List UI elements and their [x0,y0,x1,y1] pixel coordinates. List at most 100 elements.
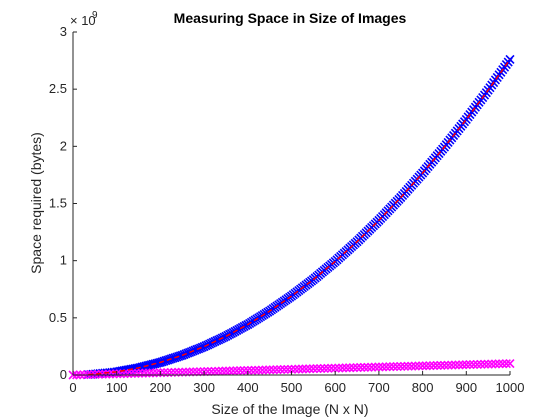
data-marker [206,366,216,376]
data-marker [257,365,267,375]
data-marker [133,368,144,378]
x-tick-label: 400 [237,380,259,395]
data-marker [432,360,442,371]
data-marker [367,362,377,372]
data-marker [363,362,373,372]
data-marker [225,366,235,376]
y-tick-label: 2 [60,138,67,153]
data-marker [454,360,464,370]
data-marker [141,368,151,378]
data-marker [334,363,344,373]
data-marker [239,365,249,376]
data-marker [323,363,333,373]
data-marker [374,362,384,372]
data-marker [403,361,413,371]
data-marker [305,364,315,374]
y-exponent-power: 9 [92,10,98,21]
data-marker [337,363,348,373]
data-marker [494,359,504,369]
data-marker [501,359,511,369]
data-marker [316,363,326,374]
series-1 [83,54,515,380]
x-tick-label: 100 [106,380,128,395]
data-marker [421,361,431,371]
data-marker [388,362,399,372]
data-marker [210,366,220,376]
data-marker [148,368,158,378]
data-marker [144,368,155,378]
data-marker [137,368,147,378]
data-marker [458,360,468,370]
data-marker [101,369,111,379]
x-tick-label: 600 [324,380,346,395]
data-marker [359,362,369,372]
data-marker [268,365,278,375]
data-marker [301,364,311,374]
data-marker [308,364,318,374]
y-tick-label: 2.5 [49,81,67,96]
data-marker [246,365,257,375]
x-tick-label: 1000 [496,380,525,395]
data-marker [436,360,446,370]
y-tick-label: 0.5 [49,310,67,325]
data-marker [254,365,264,375]
y-tick-label: 1 [60,253,67,268]
data-marker [214,366,224,376]
data-marker [418,361,428,371]
data-marker [490,359,500,369]
data-marker [370,362,380,372]
x-axis-label: Size of the Image (N x N) [211,401,368,417]
data-marker [228,366,238,376]
data-marker [297,364,307,374]
data-marker [272,365,282,375]
data-marker [498,359,508,369]
data-marker [345,363,355,373]
data-marker [356,362,366,373]
x-tick-label: 700 [368,380,390,395]
data-marker [97,369,107,379]
data-marker [221,366,231,376]
y-tick-label: 1.5 [49,196,67,211]
axes-layer: 0 100 200 300 400 500 600 700 800 900 1000 0 0.5 1 1.5… [49,24,525,395]
data-marker [410,361,420,371]
series-layer [68,54,515,380]
data-marker [385,362,395,372]
data-marker [104,369,114,379]
data-marker [469,359,479,370]
data-marker [279,364,289,375]
y-exponent-base: × 10 [70,13,96,28]
data-marker [235,366,246,376]
x-tick-label: 0 [69,380,76,395]
x-tick-label: 800 [412,380,434,395]
x-tick-label: 300 [193,380,215,395]
data-marker [348,363,358,373]
data-marker [217,366,227,376]
data-marker [450,360,460,370]
data-marker [399,361,409,371]
data-marker [396,361,406,371]
data-marker [326,363,337,373]
data-marker [294,364,304,374]
data-marker [428,361,439,371]
data-marker [476,359,486,369]
y-axis-label: Space required (bytes) [28,132,44,274]
data-marker [276,365,286,375]
data-marker [250,365,260,375]
y-exponent-label: × 10 9 [70,10,98,28]
data-marker [377,362,388,372]
data-marker [439,360,450,370]
data-marker [232,366,242,376]
data-marker [505,359,515,369]
data-marker [465,360,475,370]
y-tick-label: 0 [60,367,67,382]
data-marker [192,367,202,377]
data-marker [461,360,471,370]
data-marker [472,359,482,369]
data-marker [414,361,424,371]
data-marker [90,369,100,379]
data-marker [203,366,213,377]
data-marker [407,361,417,371]
data-marker [312,364,322,374]
